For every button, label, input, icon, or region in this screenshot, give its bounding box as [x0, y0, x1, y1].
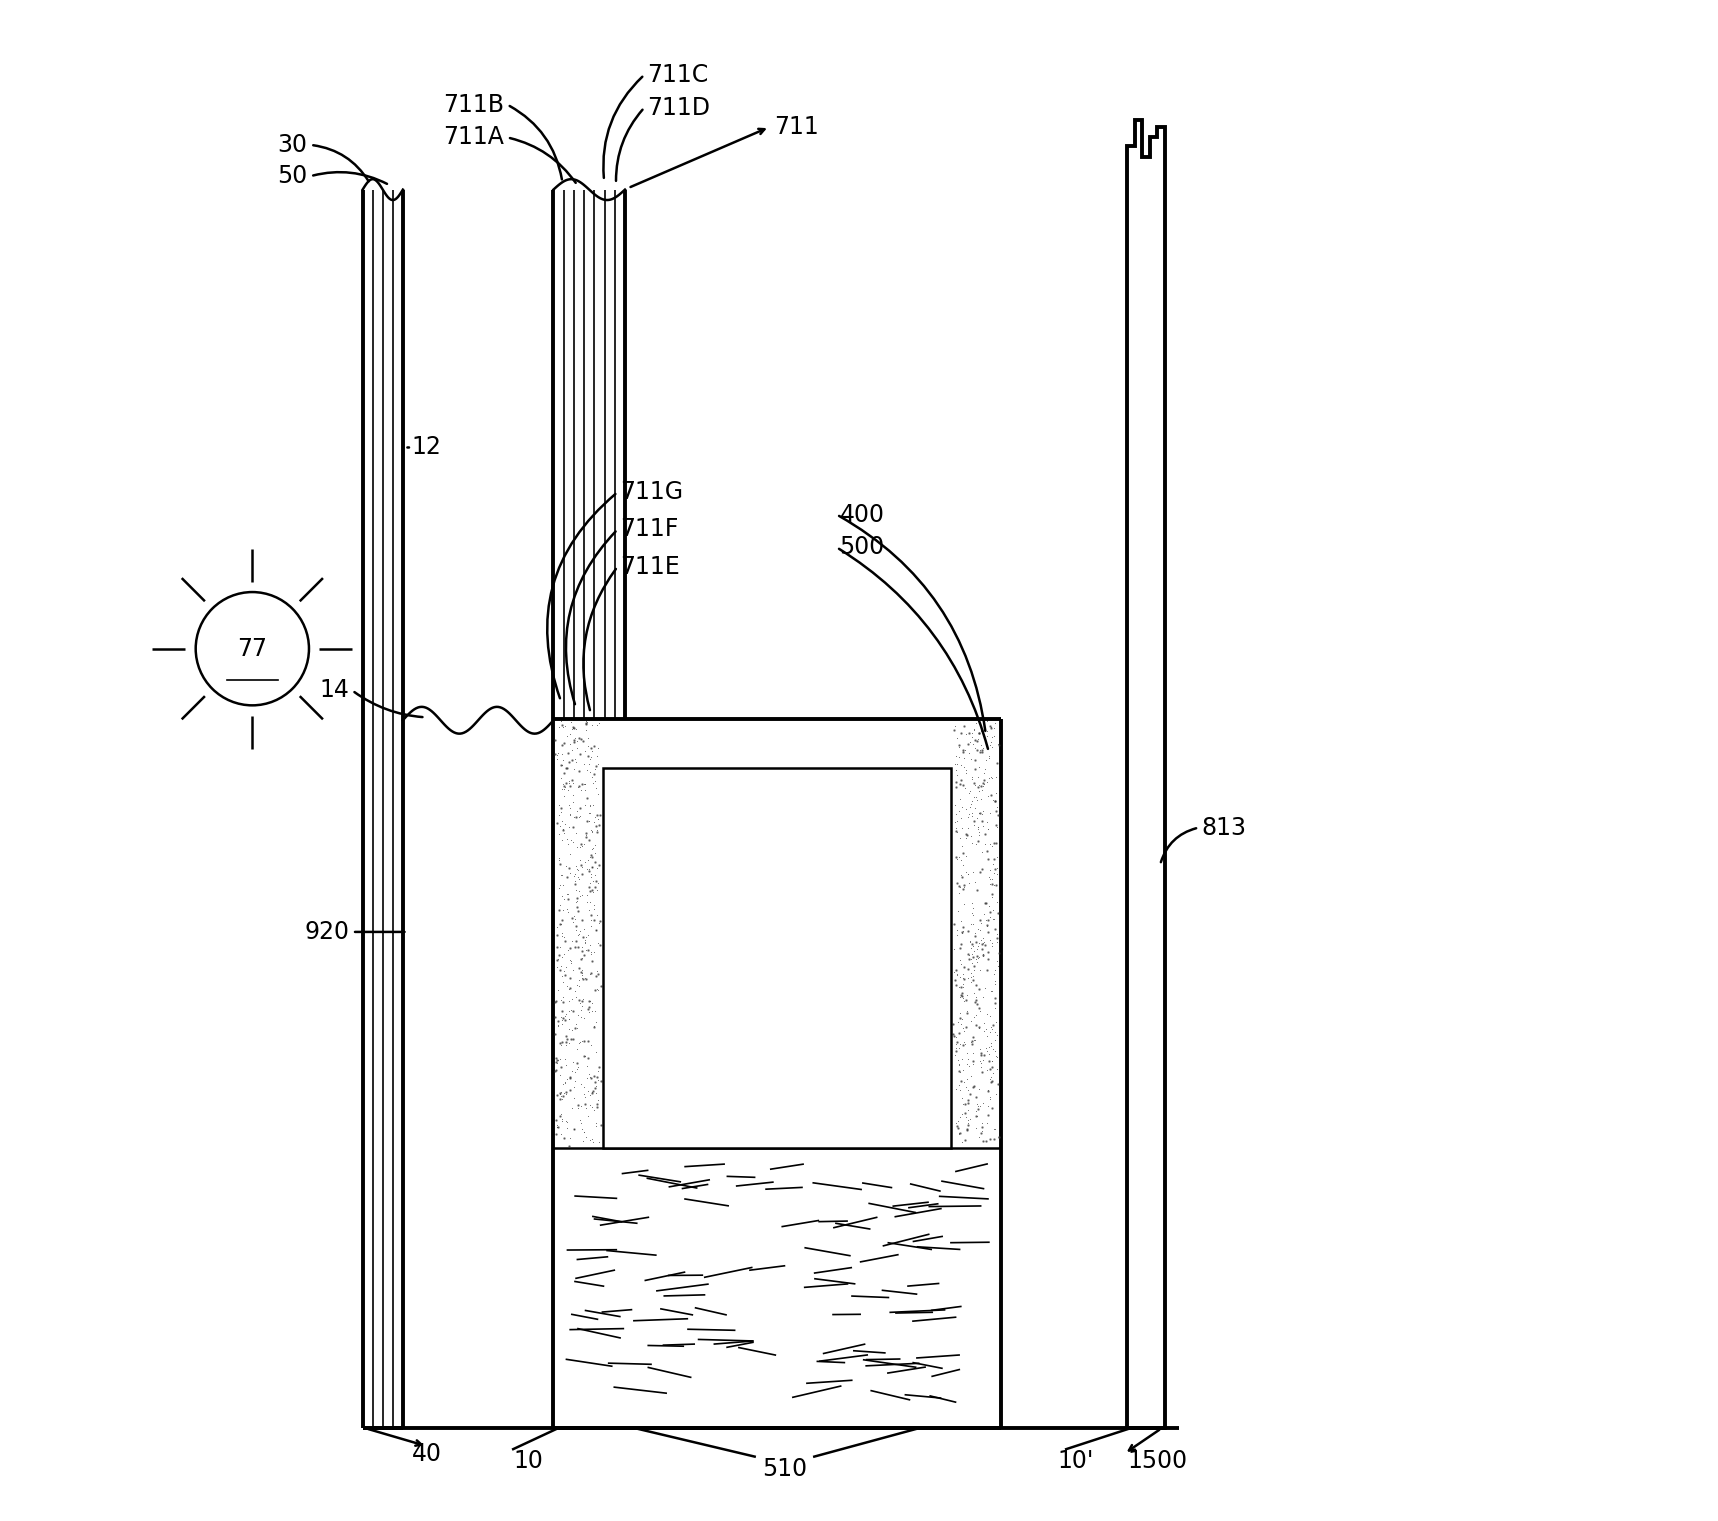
Text: 813: 813: [1203, 815, 1247, 840]
Text: 711B: 711B: [443, 93, 505, 117]
Polygon shape: [1127, 120, 1165, 1428]
Text: 50: 50: [277, 164, 308, 189]
Text: 711: 711: [775, 116, 819, 138]
Text: 500: 500: [840, 535, 885, 560]
Text: 14: 14: [320, 678, 349, 703]
Text: 711E: 711E: [620, 555, 680, 578]
Text: 10: 10: [514, 1450, 543, 1472]
Text: 12: 12: [412, 435, 442, 459]
Text: 711A: 711A: [443, 125, 505, 149]
Bar: [603, 768, 952, 1148]
Text: 400: 400: [840, 502, 885, 526]
Text: 711F: 711F: [620, 517, 679, 541]
Text: 920: 920: [304, 920, 349, 945]
Text: 10': 10': [1057, 1450, 1093, 1472]
Text: 40: 40: [412, 1442, 442, 1466]
Text: 711C: 711C: [648, 62, 708, 87]
Text: 30: 30: [278, 132, 308, 157]
Text: 711D: 711D: [648, 96, 710, 120]
Text: 77: 77: [237, 637, 268, 660]
Text: 510: 510: [761, 1457, 807, 1480]
Text: 1500: 1500: [1127, 1450, 1187, 1472]
Text: 711G: 711G: [620, 481, 684, 503]
